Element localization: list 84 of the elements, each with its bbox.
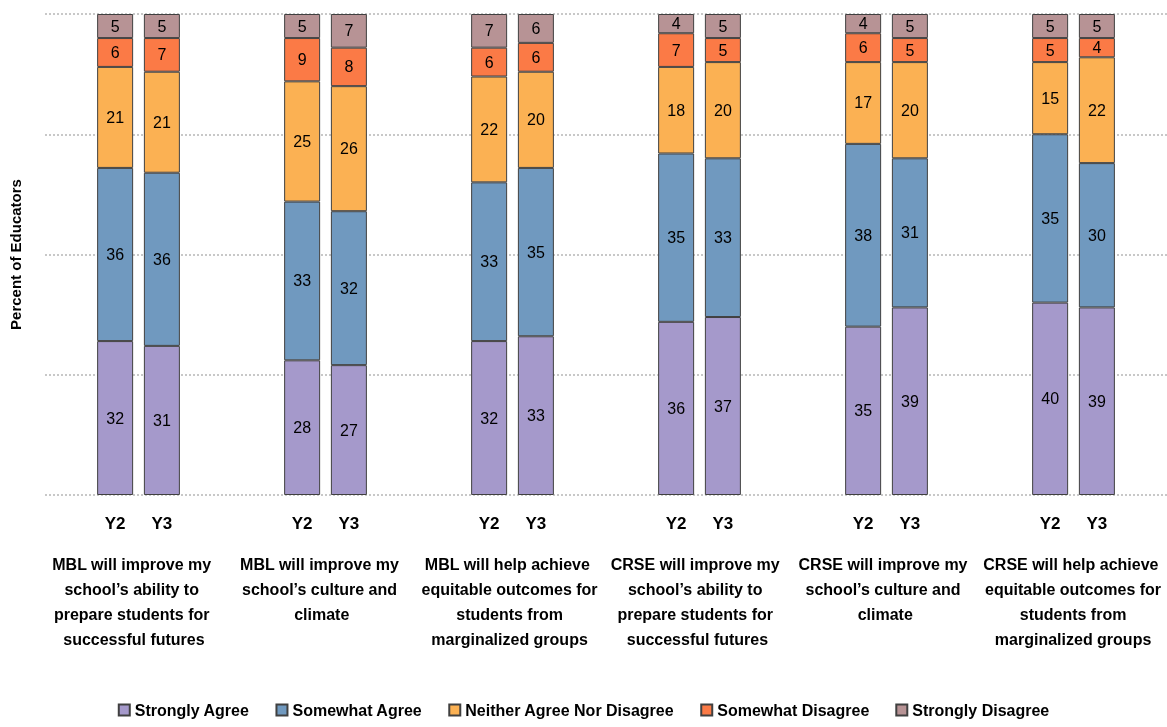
- x-tick-label: Y2: [1039, 514, 1061, 533]
- data-label: 18: [667, 101, 686, 119]
- data-label: 39: [1087, 392, 1106, 410]
- data-label: 31: [152, 411, 171, 429]
- data-label: 20: [900, 101, 919, 119]
- text: MBL will improve my school’s ability to prepare students for successful futures: [52, 556, 216, 648]
- data-label: 33: [526, 407, 545, 425]
- x-tick-label: Y3: [525, 514, 547, 533]
- x-tick-label: Y2: [478, 514, 500, 533]
- data-label: 5: [1045, 41, 1055, 59]
- data-label: 40: [1041, 390, 1060, 408]
- data-label: 4: [671, 15, 681, 33]
- data-label: 22: [1087, 101, 1106, 119]
- x-tick-label: Y2: [852, 514, 874, 533]
- data-label: 20: [526, 111, 545, 129]
- data-label: 7: [157, 46, 167, 64]
- data-label: 35: [526, 243, 545, 261]
- data-label: 36: [152, 250, 171, 268]
- data-label: 33: [293, 272, 312, 290]
- data-label: 5: [157, 17, 167, 35]
- data-label: 6: [110, 43, 120, 61]
- data-label: 5: [718, 17, 728, 35]
- x-tick-label: Y3: [1086, 514, 1108, 533]
- x-tick-label: Y3: [899, 514, 921, 533]
- data-label: 25: [293, 132, 312, 150]
- data-label: 9: [297, 51, 307, 69]
- data-label: 4: [858, 15, 868, 33]
- data-label: 33: [713, 229, 732, 247]
- data-label: 31: [900, 224, 919, 242]
- data-label: 7: [484, 22, 494, 40]
- text: CRSE will help achieve equitable outcomes for students from marginalized groups: [983, 556, 1163, 648]
- legend-label: Strongly Disagree: [912, 701, 1050, 719]
- data-label: 7: [671, 41, 681, 59]
- data-label: 5: [905, 17, 915, 35]
- text: CRSE will improve my school’s culture and climate: [798, 556, 972, 623]
- data-label: 35: [1041, 209, 1060, 227]
- legend-label: Neither Agree Nor Disagree: [465, 701, 674, 719]
- data-label: 22: [480, 120, 499, 138]
- data-label: 32: [339, 279, 358, 297]
- data-label: 27: [339, 421, 358, 439]
- data-label: 6: [858, 39, 868, 57]
- data-label: 28: [293, 419, 312, 437]
- data-label: 35: [854, 402, 873, 420]
- legend-label: Somewhat Agree: [292, 701, 422, 719]
- x-tick-label: Y2: [291, 514, 313, 533]
- data-label: 37: [713, 397, 732, 415]
- text: MBL will improve my school’s culture and climate: [240, 556, 404, 623]
- x-tick-label: Y3: [151, 514, 173, 533]
- data-label: 36: [106, 246, 125, 263]
- text: CRSE will improve my school’s ability to prepare students for successful futures: [610, 556, 785, 648]
- data-label: 32: [106, 409, 125, 427]
- data-label: 6: [484, 53, 494, 71]
- data-label: 21: [106, 108, 125, 126]
- data-label: 32: [480, 409, 499, 427]
- data-label: 5: [110, 17, 120, 35]
- data-label: 39: [900, 392, 919, 410]
- data-label: 17: [854, 94, 873, 112]
- x-tick-label: Y3: [712, 514, 734, 533]
- data-label: 5: [905, 41, 915, 59]
- legend-label: Strongly Agree: [134, 701, 249, 719]
- data-label: 8: [344, 58, 354, 76]
- data-label: 36: [667, 399, 686, 417]
- data-label: 4: [1092, 39, 1102, 57]
- data-label: 38: [854, 226, 873, 244]
- y-axis-title: Percent of Educators: [7, 179, 24, 330]
- x-tick-label: Y3: [338, 514, 360, 533]
- data-label: 26: [339, 140, 358, 158]
- data-label: 30: [1087, 226, 1106, 244]
- data-label: 5: [297, 17, 307, 35]
- data-label: 15: [1041, 89, 1060, 107]
- legend-label: Somewhat Disagree: [717, 701, 870, 719]
- data-label: 33: [480, 253, 499, 271]
- data-label: 35: [667, 229, 686, 247]
- data-label: 21: [152, 113, 171, 131]
- x-tick-label: Y2: [104, 514, 126, 533]
- text: MBL will help achieve equitable outcomes for students from marginalized groups: [421, 556, 598, 648]
- data-label: 6: [531, 19, 541, 37]
- data-label: 6: [531, 48, 541, 66]
- data-label: 7: [344, 22, 354, 40]
- data-label: 5: [718, 41, 728, 59]
- x-tick-label: Y2: [665, 514, 687, 533]
- data-label: 20: [713, 101, 732, 119]
- data-label: 5: [1045, 17, 1055, 35]
- data-label: 5: [1092, 17, 1102, 35]
